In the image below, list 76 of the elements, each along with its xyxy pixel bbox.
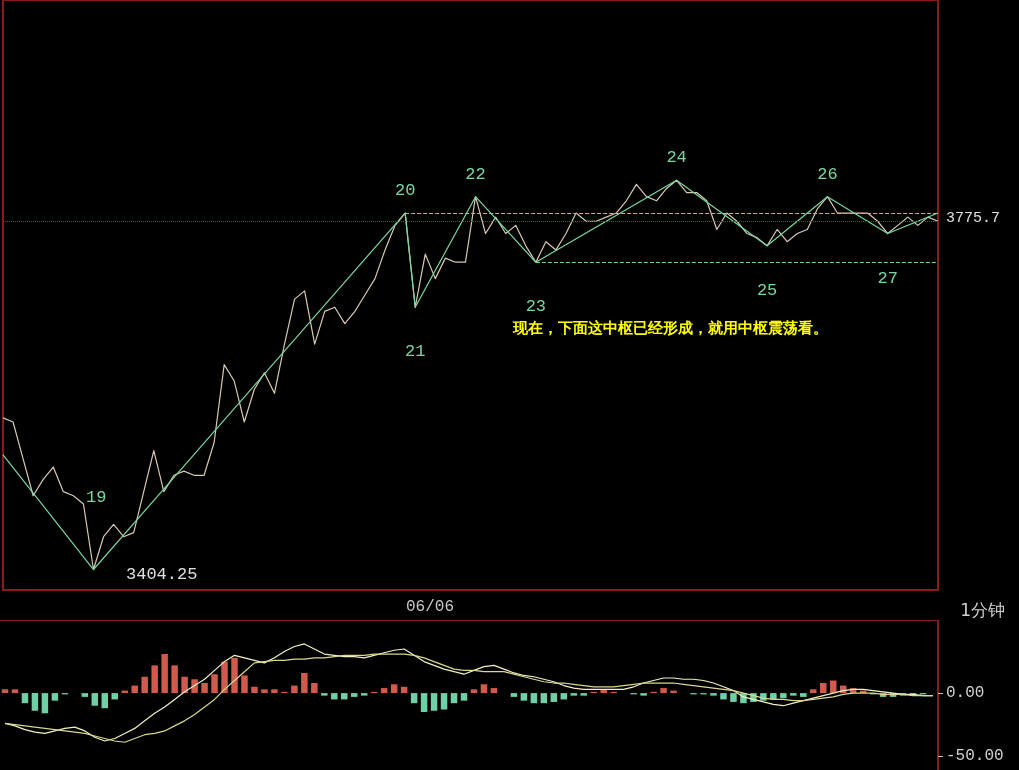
bar	[251, 686, 258, 694]
bar	[21, 693, 29, 704]
bar	[410, 693, 418, 704]
bar	[780, 693, 787, 699]
bar	[800, 693, 807, 697]
bar	[271, 689, 278, 694]
bar	[660, 688, 667, 694]
y-tick-label: 0.00	[946, 684, 985, 703]
bar	[201, 683, 208, 694]
bar	[341, 693, 348, 700]
bar	[380, 688, 388, 694]
bar	[430, 693, 438, 711]
annotation: 3404.25	[126, 565, 198, 584]
bar	[730, 693, 737, 702]
annotation: 21	[405, 342, 426, 362]
bar	[171, 665, 178, 694]
bar	[440, 693, 448, 710]
bar	[261, 689, 268, 694]
bar	[321, 693, 328, 696]
bar	[101, 693, 109, 709]
bar	[241, 675, 248, 694]
annotation: 22	[465, 164, 486, 184]
bar	[360, 693, 368, 696]
bar	[810, 689, 817, 694]
annotation: 26	[817, 164, 838, 184]
bar	[351, 693, 358, 697]
bar	[301, 672, 308, 694]
bar	[490, 688, 498, 694]
bar	[550, 693, 558, 702]
bar	[460, 693, 468, 701]
bar	[390, 684, 398, 694]
bar	[530, 693, 538, 704]
annotation: 25	[756, 280, 778, 300]
text: 06/06	[406, 598, 455, 616]
bar	[181, 676, 188, 694]
annotation: 现在，下面这中枢已经形成，就用中枢震荡看。	[512, 318, 828, 337]
bar	[480, 684, 488, 694]
bar	[231, 657, 238, 694]
bar	[31, 693, 39, 711]
bar	[570, 693, 578, 696]
annotation: 19	[86, 488, 107, 507]
text: 1分钟	[960, 599, 1006, 620]
text: 3775.7	[946, 210, 1001, 227]
bar	[540, 693, 548, 704]
annotation: 27	[877, 268, 898, 288]
bar	[311, 683, 318, 694]
annotation: 20	[394, 181, 416, 201]
bar	[81, 693, 89, 697]
bar	[51, 693, 59, 701]
bar	[291, 685, 298, 694]
bar	[510, 693, 518, 697]
bar	[420, 693, 428, 713]
bar	[790, 693, 797, 696]
bar	[820, 683, 827, 694]
annotation: 23	[525, 297, 547, 317]
bar	[470, 689, 478, 694]
bar	[11, 689, 19, 694]
bar	[580, 693, 587, 696]
bar	[450, 693, 458, 704]
bar	[141, 676, 148, 694]
bar	[131, 685, 138, 694]
bar	[331, 693, 338, 700]
bar	[41, 693, 49, 714]
bar	[770, 693, 777, 700]
bar	[151, 665, 158, 694]
bar	[710, 693, 717, 696]
bar	[640, 693, 647, 696]
bar	[1, 689, 9, 694]
bar	[91, 693, 99, 706]
bar	[161, 654, 168, 694]
bar	[221, 661, 228, 694]
bar	[720, 693, 727, 700]
annotation: 24	[666, 148, 687, 168]
y-tick-label: -50.00	[946, 747, 1004, 766]
bar	[520, 693, 528, 701]
bar	[211, 674, 218, 694]
